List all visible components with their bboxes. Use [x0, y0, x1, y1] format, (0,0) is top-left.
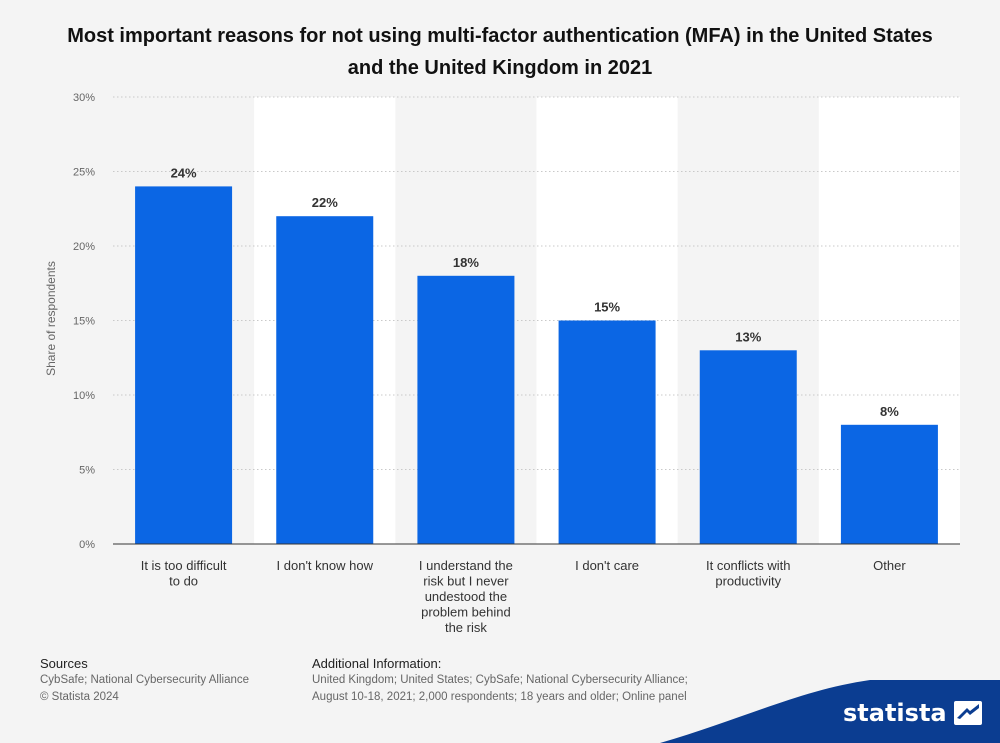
y-tick-label: 15% [73, 316, 95, 328]
value-label: 8% [880, 404, 899, 419]
y-tick-label: 5% [79, 465, 95, 477]
y-tick-label: 0% [79, 539, 95, 551]
additional-info-label: Additional Information: [312, 656, 442, 671]
bar[interactable] [699, 350, 797, 544]
y-tick-label: 10% [73, 390, 95, 402]
category-label: It conflicts with productivity [706, 558, 791, 589]
value-label: 18% [453, 255, 479, 270]
category-label: I don't care [575, 558, 639, 573]
y-tick-label: 20% [73, 241, 95, 253]
category-label: Other [873, 558, 906, 573]
value-label: 15% [594, 300, 620, 315]
category-label: I understand the risk but I never undestoo… [419, 558, 513, 635]
bar[interactable] [135, 186, 233, 544]
value-label: 24% [171, 165, 197, 180]
bars [135, 186, 938, 544]
chart-title: Most important reasons for not using mul… [67, 25, 933, 79]
gridlines [113, 96, 960, 470]
statista-wordmark: statista [843, 699, 947, 727]
category-label: It is too difficult to do [141, 558, 227, 589]
additional-info-line-1: United Kingdom; United States; CybSafe; … [312, 674, 688, 686]
y-tick-labels: 0% 5% 10% 15% 20% 25% 30% [73, 92, 95, 551]
bar[interactable] [276, 216, 374, 544]
sources-text: CybSafe; National Cybersecurity Alliance [40, 674, 250, 686]
statista-logo[interactable]: statista [843, 699, 982, 727]
category-label: I don't know how [277, 558, 374, 573]
bar[interactable] [558, 320, 656, 545]
copyright-text: © Statista 2024 [40, 691, 119, 703]
value-label: 22% [312, 195, 338, 210]
statista-mark-icon [953, 701, 982, 725]
value-labels: 24% 22% 18% 15% 13% 8% [171, 165, 900, 418]
value-label: 13% [735, 329, 761, 344]
y-tick-label: 30% [73, 92, 95, 104]
footer-wave [660, 680, 1000, 743]
bar[interactable] [840, 424, 938, 544]
sources-label: Sources [40, 656, 88, 671]
y-axis-label: Share of respondents [44, 261, 58, 376]
additional-info-line-2: August 10-18, 2021; 2,000 respondents; 1… [312, 691, 687, 703]
bar[interactable] [417, 275, 515, 544]
y-tick-label: 25% [73, 167, 95, 179]
category-labels: It is too difficult to do I don't know how… [141, 558, 907, 635]
